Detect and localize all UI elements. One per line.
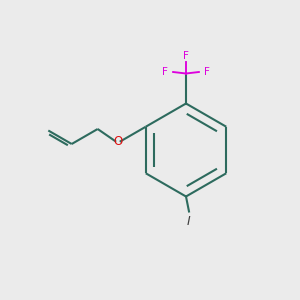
Text: F: F [183,51,189,61]
Text: O: O [114,135,123,148]
Text: F: F [162,67,168,77]
Text: I: I [187,215,191,228]
Text: F: F [204,67,210,77]
